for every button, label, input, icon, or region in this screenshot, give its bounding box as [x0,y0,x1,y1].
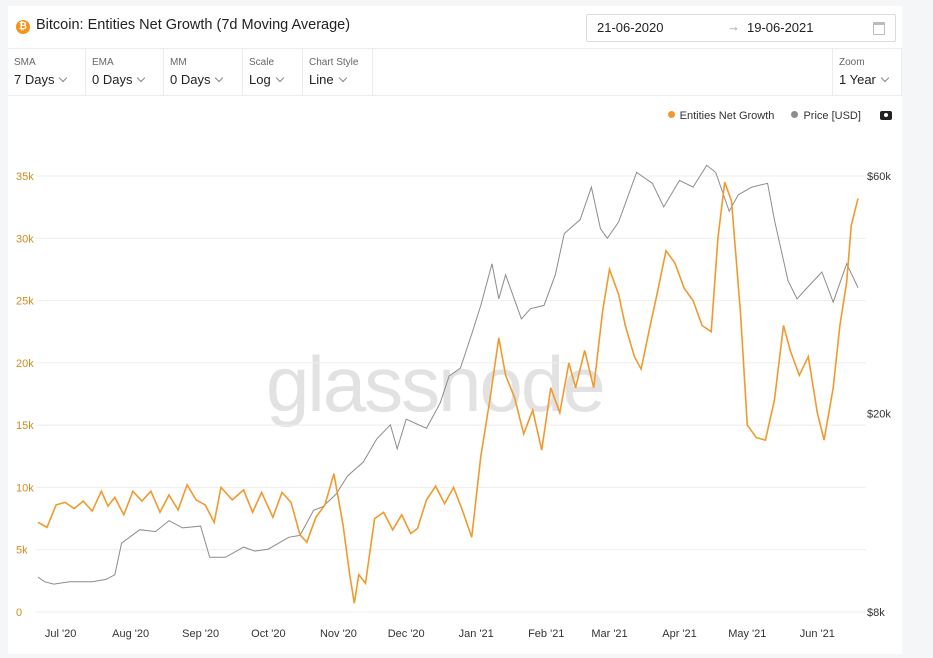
legend-dot-price [791,111,799,118]
grid-lines [36,175,866,613]
x-tick-label: Jul '20 [45,628,76,640]
sma-value-wrap[interactable]: 7 Days [14,72,68,87]
chart-controls: SMA 7 Days EMA 0 Days MM 0 Days Scale Lo… [8,49,902,96]
zoom-value-wrap[interactable]: 1 Year [839,72,890,87]
chart-style-label: Chart Style [309,57,359,68]
ema-value-wrap[interactable]: 0 Days [92,72,146,87]
legend-item-price[interactable]: Price [USD] [791,110,861,122]
arrow-right-icon: → [727,19,740,34]
scale-value: Log [249,72,271,87]
chart-header: ₿ Bitcoin: Entities Net Growth (7d Movin… [8,6,902,49]
mm-select[interactable]: MM 0 Days [164,49,243,95]
right-tick-label: $8k [867,607,885,619]
mm-label: MM [170,57,187,68]
x-tick-label: Oct '20 [251,628,286,640]
scale-label: Scale [249,57,275,68]
scale-value-wrap[interactable]: Log [249,72,284,87]
right-tick-label: $60k [867,171,891,183]
bitcoin-icon: ₿ [16,20,30,34]
left-tick-label: 5k [16,545,28,557]
zoom-value: 1 Year [839,72,876,87]
left-tick-label: 15k [16,420,34,432]
left-tick-label: 25k [16,296,34,308]
chart-title: Bitcoin: Entities Net Growth (7d Moving … [36,17,351,33]
legend-dot-growth [667,111,675,118]
ema-select[interactable]: EMA 0 Days [86,49,164,95]
zoom-select[interactable]: Zoom 1 Year [832,49,902,95]
x-tick-label: Jan '21 [459,628,494,640]
left-tick-label: 10k [16,482,34,494]
date-range-picker[interactable]: 21-06-2020 → 19-06-2021 [586,14,896,42]
ema-label: EMA [92,57,114,68]
x-tick-label: Feb '21 [528,628,564,640]
right-axis: $8k $20k $60k [867,171,891,619]
ema-value: 0 Days [92,72,133,87]
chart-style-value: Line [309,72,334,87]
legend-label-growth: Entities Net Growth [679,110,775,122]
chart-style-value-wrap[interactable]: Line [309,72,347,87]
left-tick-label: 30k [16,233,34,245]
x-tick-label: May '21 [728,628,766,640]
date-end[interactable]: 19-06-2021 [747,20,814,35]
zoom-label: Zoom [839,57,865,68]
sma-label: SMA [14,57,36,68]
mm-value: 0 Days [170,72,211,87]
left-tick-label: 20k [16,358,34,370]
date-start[interactable]: 21-06-2020 [597,20,664,35]
chart-style-select[interactable]: Chart Style Line [303,49,373,95]
legend: Entities Net Growth Price [USD] [654,110,892,122]
sma-value: 7 Days [14,72,55,87]
calendar-icon[interactable] [873,22,885,35]
price-series-line [37,164,859,585]
x-tick-label: Aug '20 [112,628,149,640]
mm-value-wrap[interactable]: 0 Days [170,72,224,87]
x-tick-label: Nov '20 [320,628,357,640]
scale-select[interactable]: Scale Log [243,49,303,95]
left-tick-label: 35k [16,171,34,183]
chart-card: ₿ Bitcoin: Entities Net Growth (7d Movin… [8,6,902,654]
x-tick-label: Sep '20 [182,628,219,640]
legend-label-price: Price [USD] [803,110,861,122]
camera-icon[interactable] [880,111,892,120]
left-tick-label: 0 [16,607,22,619]
x-axis: Jul '20 Aug '20 Sep '20 Oct '20 Nov '20 Dec '… [45,628,835,640]
left-axis: 0 5k 10k 15k 20k 25k 30k 35k [16,171,34,619]
x-tick-label: Dec '20 [388,628,425,640]
x-tick-label: Mar '21 [591,628,627,640]
watermark: glassnode [266,340,604,428]
legend-item-growth[interactable]: Entities Net Growth [667,110,775,122]
x-tick-label: Apr '21 [662,628,697,640]
x-tick-label: Jun '21 [800,628,835,640]
right-tick-label: $20k [867,409,891,421]
sma-select[interactable]: SMA 7 Days [8,49,86,95]
growth-series-line [37,181,859,604]
